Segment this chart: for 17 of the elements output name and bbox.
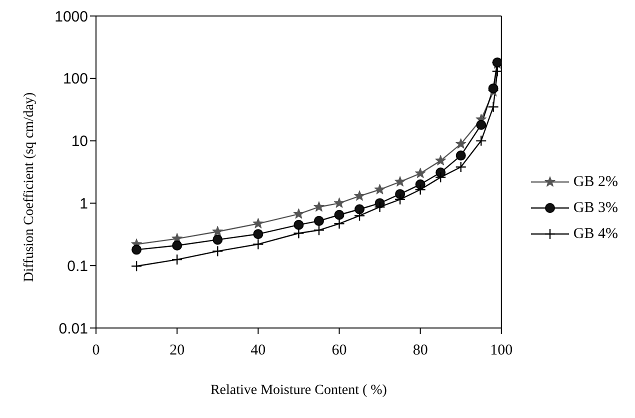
y-tick-label: 1000 (54, 8, 88, 26)
x-tick-label: 40 (250, 342, 266, 359)
y-tick-label: 1 (80, 196, 88, 213)
x-tick-label: 60 (332, 342, 347, 359)
x-tick-label: 20 (170, 342, 185, 359)
y-axis-title: Diffusion Coefficient (sq cm/day) (22, 92, 37, 282)
y-tick-label: 100 (62, 70, 88, 88)
x-axis-title: Relative Moisture Content ( %) (210, 383, 388, 398)
legend-label: GB 3% (573, 200, 618, 216)
x-tick-label: 80 (412, 342, 428, 359)
y-tick-label: 0.01 (58, 320, 88, 338)
y-tick-label: 10 (71, 133, 88, 150)
y-tick-label: 0.1 (67, 258, 88, 275)
x-tick-label: 100 (490, 342, 513, 359)
legend-label: GB 4% (573, 226, 618, 242)
x-tick-label: 0 (92, 342, 100, 359)
legend-label: GB 2% (573, 174, 618, 190)
